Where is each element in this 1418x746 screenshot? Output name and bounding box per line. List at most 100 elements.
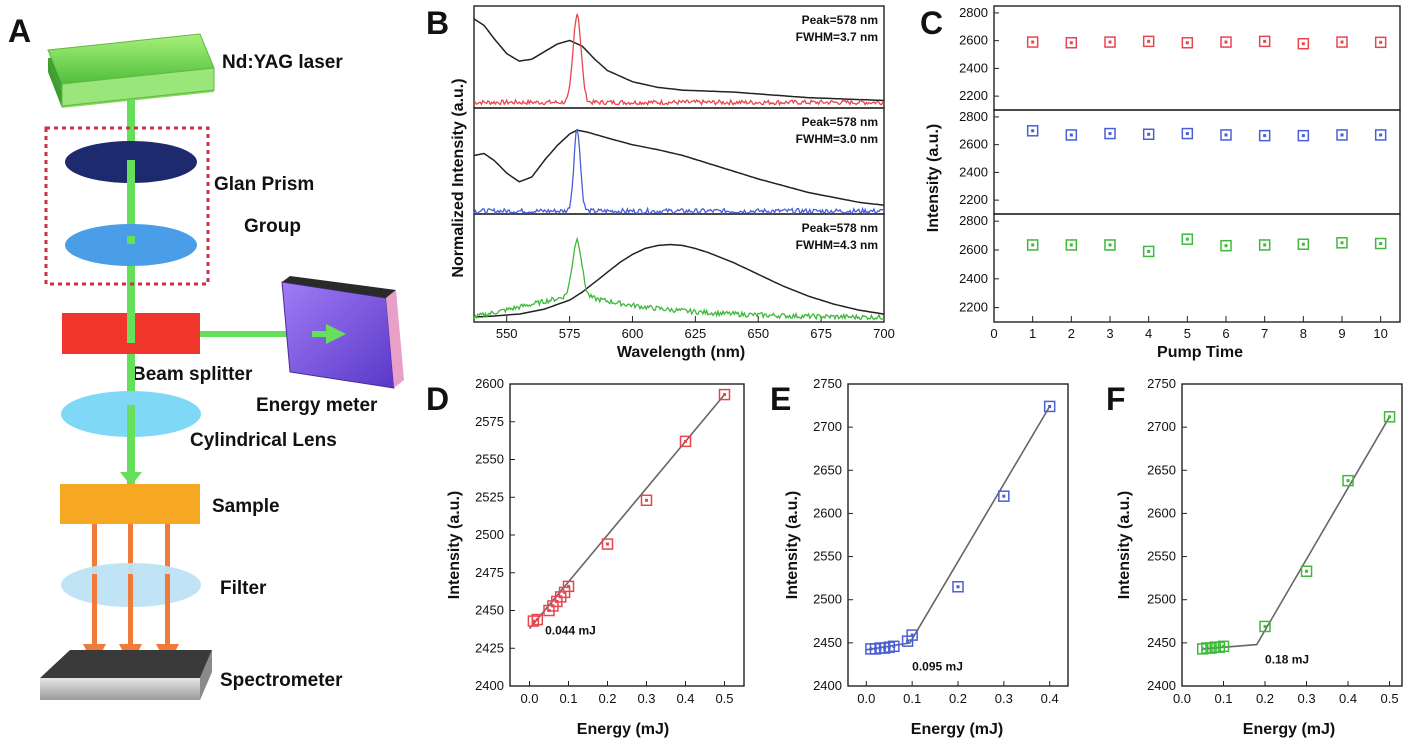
glan-prism-group-box xyxy=(44,126,210,286)
threshold-ytick-label: 2400 xyxy=(1147,678,1176,693)
threshold-ytick-label: 2600 xyxy=(813,505,842,520)
pump-point-dot xyxy=(1147,249,1151,253)
pump-point xyxy=(1065,239,1078,251)
threshold-point-dot xyxy=(1002,494,1006,498)
pump-point-dot xyxy=(1108,40,1112,44)
pump-point-dot xyxy=(1340,40,1344,44)
pump-point-dot xyxy=(1301,242,1305,246)
pump-point-dot xyxy=(1069,41,1073,45)
threshold-xtick-label: 0.2 xyxy=(598,691,616,706)
pump-xtick-label: 5 xyxy=(1184,326,1191,341)
threshold-xtick-label: 0.0 xyxy=(857,691,875,706)
threshold-panel-d: D 2400 2425 2450 2475 2500 2525 2550 2575 2600 0.… xyxy=(426,376,745,738)
threshold-point-dot xyxy=(1346,479,1350,483)
threshold-point xyxy=(952,581,964,593)
pump-point-dot xyxy=(1185,132,1189,136)
spectra-ylabel: Normalized Intensity (a.u.) xyxy=(450,78,467,277)
pump-point-dot xyxy=(1340,133,1344,137)
threshold-point xyxy=(531,613,544,626)
pump-point xyxy=(1374,237,1387,250)
group-label: Group xyxy=(244,216,301,237)
threshold-point xyxy=(1217,640,1230,653)
pump-ytick-label: 2600 xyxy=(959,137,988,152)
spectrometer-label: Spectrometer xyxy=(220,670,343,691)
threshold-ytick-label: 2550 xyxy=(1147,549,1176,564)
pump-point xyxy=(1142,35,1155,48)
threshold-ytick-label: 2650 xyxy=(1147,462,1176,477)
pump-point-dot xyxy=(1379,133,1383,137)
threshold-point-dot xyxy=(1222,644,1226,648)
threshold-xtick-label: 0.0 xyxy=(1173,691,1191,706)
threshold-annotation: 0.095 mJ xyxy=(912,659,963,673)
pump-point-dot xyxy=(1069,133,1073,137)
pump-ytick-label: 2800 xyxy=(959,5,988,20)
pump-point-dot xyxy=(1031,243,1035,247)
spectra-xtick-label: 650 xyxy=(747,326,769,341)
threshold-ytick-label: 2750 xyxy=(1147,376,1176,391)
pump-point xyxy=(1065,36,1078,49)
pump-point xyxy=(1258,35,1271,48)
energy-meter xyxy=(281,276,404,389)
threshold-point-dot xyxy=(535,618,539,622)
pump-xtick-label: 4 xyxy=(1145,326,1152,341)
pump-point xyxy=(1336,36,1348,48)
threshold-point-dot xyxy=(567,584,570,588)
threshold-point-dot xyxy=(1205,646,1209,650)
pump-ytick-label: 2400 xyxy=(959,271,988,286)
threshold-d-xlabel: Energy (mJ) xyxy=(577,721,669,738)
threshold-ytick-label: 2500 xyxy=(475,527,504,542)
threshold-point-dot xyxy=(606,542,609,546)
threshold-point xyxy=(601,538,614,550)
spectra-annotation: Peak=578 nm xyxy=(802,13,878,27)
pump-time-points xyxy=(1026,35,1387,258)
threshold-xtick-label: 0.3 xyxy=(995,691,1013,706)
threshold-fit-line xyxy=(528,394,726,630)
pump-ytick-label: 2200 xyxy=(959,88,988,103)
pump-point-dot xyxy=(1147,132,1151,136)
threshold-frame xyxy=(847,383,1069,687)
threshold-xtick-label: 0.5 xyxy=(715,691,733,706)
threshold-point-dot xyxy=(1048,404,1052,408)
spectra-ticks: 550 575 600 625 650 675 700 xyxy=(496,316,895,341)
threshold-point xyxy=(1043,400,1056,413)
threshold-point xyxy=(527,615,540,627)
spectra-annotation: FWHM=4.3 nm xyxy=(796,238,878,252)
threshold-panel-f: F 2400 2450 2500 2550 2600 2650 2700 2750 0.0 0.1… xyxy=(1106,376,1403,738)
threshold-ytick-label: 2525 xyxy=(475,489,504,504)
pump-point-dot xyxy=(1224,40,1228,44)
pump-ytick-label: 2400 xyxy=(959,164,988,179)
threshold-ytick-label: 2600 xyxy=(475,376,504,391)
threshold-point-dot xyxy=(906,639,910,643)
threshold-point xyxy=(998,490,1010,502)
threshold-point-dot xyxy=(1213,645,1217,649)
pump-point-dot xyxy=(1379,242,1383,246)
pump-point-dot xyxy=(1108,243,1112,247)
pump-point xyxy=(1297,37,1310,50)
threshold-e-xlabel: Energy (mJ) xyxy=(911,721,1003,738)
threshold-point-dot xyxy=(910,633,914,637)
pump-point xyxy=(1297,238,1310,250)
panel-letter-f: F xyxy=(1106,381,1126,417)
pump-point xyxy=(1026,36,1039,48)
pump-point-dot xyxy=(1263,243,1267,247)
emission-curve xyxy=(473,128,885,216)
glan-prism-bottom xyxy=(65,224,197,266)
pump-subplot-frame xyxy=(993,5,1401,111)
laser-label: Nd:YAG laser xyxy=(222,52,343,73)
threshold-xtick-label: 0.2 xyxy=(949,691,967,706)
threshold-annotation: 0.044 mJ xyxy=(545,624,596,638)
spectra-xtick-label: 675 xyxy=(810,326,832,341)
threshold-xtick-label: 0.5 xyxy=(1381,691,1399,706)
pump-point xyxy=(1065,129,1078,141)
pump-subplot-frame xyxy=(993,213,1401,323)
pump-xtick-label: 3 xyxy=(1106,326,1113,341)
threshold-point-dot xyxy=(1388,415,1392,419)
threshold-xtick-label: 0.3 xyxy=(637,691,655,706)
spectra-subplot-frame xyxy=(473,213,885,323)
panel-letter-e: E xyxy=(770,381,791,417)
threshold-ytick-label: 2575 xyxy=(475,414,504,429)
threshold-ytick-label: 2550 xyxy=(813,549,842,564)
threshold-frame xyxy=(1181,383,1403,687)
pump-point xyxy=(1104,36,1116,48)
threshold-plot-e: 2400 2450 2500 2550 2600 2650 2700 2750 0.0 0.1 0.… xyxy=(813,376,1069,706)
